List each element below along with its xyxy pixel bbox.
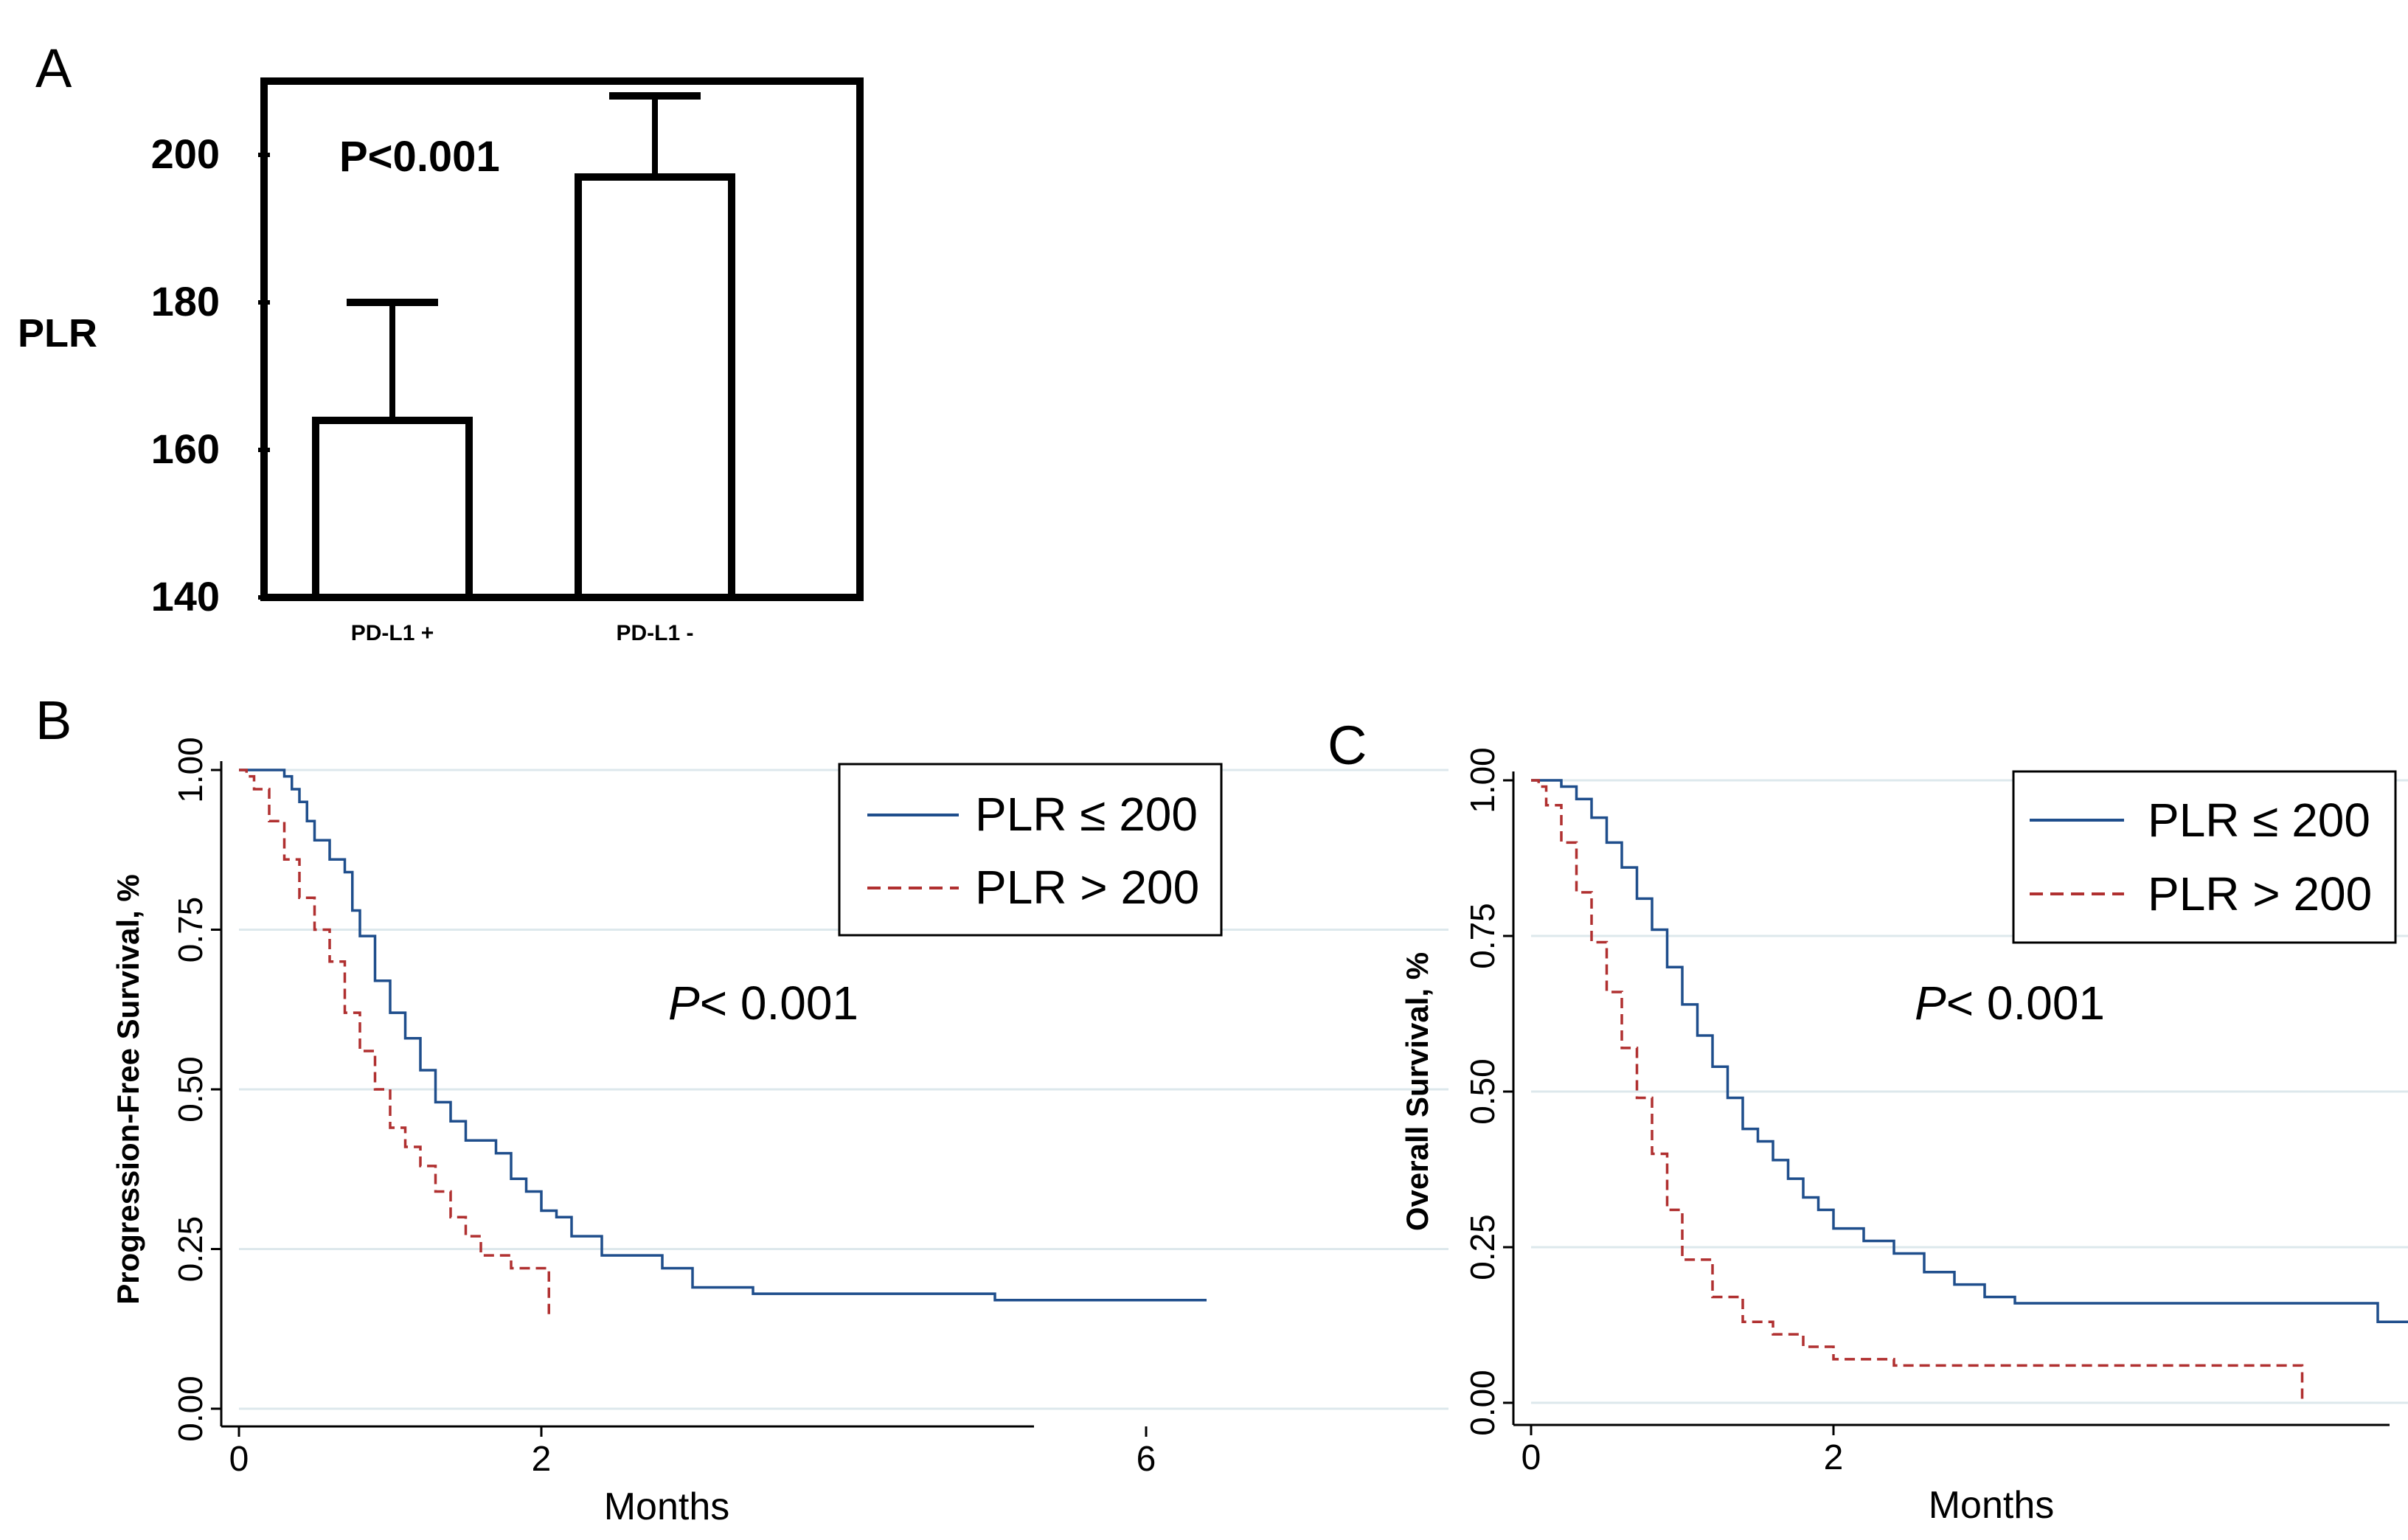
panel-label-b: B — [35, 690, 72, 751]
c-ytick-label: 0.00 — [1463, 1370, 1502, 1436]
panel-a-ytick-label: 200 — [151, 131, 220, 177]
b-ytick-label: 0.75 — [171, 897, 209, 963]
panel-c-p-rest: < 0.001 — [1946, 977, 2105, 1030]
panel-b-yticks: 0.00 0.25 0.50 0.75 1.00 — [171, 737, 221, 1442]
panel-c-legend-box — [2012, 770, 2397, 944]
panel-b-legend-label-0: PLR ≤ 200 — [975, 788, 1198, 841]
c-ytick-label: 0.50 — [1463, 1058, 1502, 1125]
c-xtick-label: 0 — [1522, 1438, 1541, 1477]
c-ytick-label: 1.00 — [1463, 747, 1502, 814]
b-xtick-label: 2 — [532, 1440, 552, 1479]
b-xtick-label: 6 — [1137, 1440, 1156, 1479]
panel-c-xlabel: Months — [1929, 1484, 2055, 1527]
panel-a-ytick-label: 180 — [151, 278, 220, 325]
panel-c-xticks: 026 — [1522, 1425, 1844, 1477]
panel-a-ytick-label: 140 — [151, 573, 220, 620]
panel-c-yticks: 0.00 0.25 0.50 0.75 1.00 — [1463, 747, 1513, 1436]
panel-b-legend: PLR ≤ 200 PLR > 200 — [838, 763, 1223, 937]
panel-c-legend: PLR ≤ 200 PLR > 200 — [2012, 770, 2397, 944]
panel-b: B 0.00 0.25 0.50 0.75 1.00 0 2 6 Progression-F… — [35, 690, 1448, 1528]
b-series-0-line — [239, 769, 1207, 1302]
c-xtick-label: 2 — [1824, 1438, 1844, 1477]
panel-label-c: C — [1328, 715, 1367, 776]
b-ytick-label: 1.00 — [171, 737, 209, 803]
panel-a-yticks: 140 160 180 200 — [151, 131, 270, 620]
b-ytick-label: 0.25 — [171, 1216, 209, 1283]
c-series-0-line — [1531, 779, 2408, 1324]
panel-c-p-letter: P — [1915, 977, 1946, 1030]
panel-a-bars — [312, 92, 735, 601]
panel-c-series — [1531, 779, 2408, 1403]
panel-c: C 0.000.250.500.751.00 026 Overall Survi… — [1328, 715, 2408, 1527]
panel-b-xlabel: Months — [604, 1485, 730, 1528]
panel-b-legend-label-1: PLR > 200 — [975, 861, 1199, 914]
panel-b-xticks: 0 2 6 — [229, 1426, 1156, 1479]
panel-c-axes — [1512, 771, 2390, 1426]
panel-a: A PLR 140 160 180 200 PD-L1 + PD-L1 - P<0.00… — [18, 38, 864, 645]
panel-b-legend-box — [838, 763, 1223, 937]
panel-a-bar — [575, 173, 735, 601]
panel-a-frame — [260, 77, 864, 601]
panel-c-legend-label-1: PLR > 200 — [2148, 867, 2372, 920]
panel-b-p-value: P< 0.001 — [668, 977, 858, 1030]
panel-b-p-letter: P — [668, 977, 700, 1030]
panel-a-category-label: PD-L1 - — [617, 621, 694, 645]
panel-c-p-value: P< 0.001 — [1915, 977, 2105, 1030]
panel-c-legend-label-0: PLR ≤ 200 — [2148, 794, 2370, 847]
panel-label-a: A — [35, 38, 72, 99]
panel-b-p-rest: < 0.001 — [700, 977, 858, 1030]
b-ytick-label: 0.50 — [171, 1056, 209, 1123]
c-ytick-label: 0.75 — [1463, 903, 1502, 969]
panel-a-ylabel: PLR — [18, 311, 97, 355]
panel-a-ytick-label: 160 — [151, 426, 220, 472]
b-series-1-line — [239, 769, 550, 1319]
panel-c-ylabel: Overall Survival, % — [1400, 952, 1434, 1231]
panel-a-p-value: P<0.001 — [339, 133, 500, 181]
panel-a-bar — [312, 417, 473, 601]
panel-a-category-labels: PD-L1 + PD-L1 - — [351, 621, 694, 645]
panel-b-series — [239, 769, 1207, 1319]
panel-a-category-label: PD-L1 + — [351, 621, 434, 645]
c-series-1-line — [1531, 779, 2304, 1403]
panel-b-axes — [220, 761, 1034, 1428]
b-ytick-label: 0.00 — [171, 1376, 209, 1442]
panel-b-ylabel: Progression-Free Survival, % — [111, 874, 145, 1305]
b-xtick-label: 0 — [229, 1440, 249, 1479]
c-ytick-label: 0.25 — [1463, 1214, 1502, 1280]
